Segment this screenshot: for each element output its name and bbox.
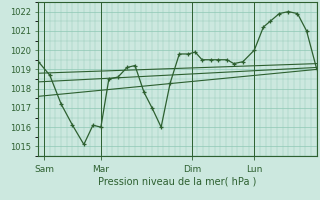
- X-axis label: Pression niveau de la mer( hPa ): Pression niveau de la mer( hPa ): [99, 177, 257, 187]
